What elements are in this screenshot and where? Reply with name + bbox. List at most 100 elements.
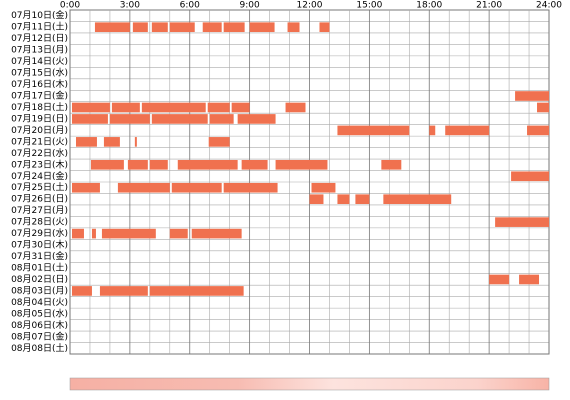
row-label: 07月27日(月) [11,205,68,216]
activity-segment [103,137,120,147]
activity-segment [149,159,168,170]
activity-segment [99,286,148,296]
activity-segment [149,286,244,296]
row-label: 07月20日(月) [11,125,68,136]
x-tick-label: 24:00 [536,1,562,11]
activity-segment [109,114,150,124]
x-tick-label: 0:00 [60,1,80,11]
activity-segment [111,102,140,113]
activity-segment [169,228,188,239]
activity-segment [91,228,96,239]
row-label: 08月03日(月) [11,285,68,296]
activity-segment [249,22,275,33]
activity-segment [117,182,170,193]
activity-segment [337,194,350,205]
x-tick-label: 15:00 [356,1,382,11]
row-label: 07月18日(土) [11,101,68,113]
activity-segment [285,102,306,113]
row-label: 08月07日(金) [11,330,68,342]
x-tick-label: 12:00 [297,1,323,11]
activity-segment [223,22,245,33]
activity-segment [381,159,402,170]
row-label: 08月04日(火) [11,297,68,308]
activity-segment [71,114,108,124]
activity-segment [75,137,97,147]
activity-segment [207,102,230,113]
row-label: 07月26日(日) [11,194,68,205]
row-label: 07月31日(金) [11,250,68,262]
activity-segment [241,159,268,170]
activity-segment [445,125,490,136]
activity-segment [429,125,436,136]
row-label: 07月12日(日) [11,33,68,44]
activity-segment [127,159,148,170]
activity-segment [132,22,148,33]
activity-segment [527,125,549,136]
row-label: 08月01日(土) [11,262,68,274]
row-label: 08月06日(木) [11,319,68,331]
activity-segment [309,194,324,205]
x-tick-label: 6:00 [180,1,200,11]
row-label: 07月14日(火) [11,56,68,67]
row-label: 07月23日(木) [11,158,68,170]
activity-segment [537,102,549,113]
activity-segment [489,274,510,285]
activity-segment [355,194,370,205]
row-label: 07月30日(木) [11,239,68,251]
row-label: 07月19日(日) [11,113,68,124]
activity-segment [134,137,137,147]
row-label: 08月02日(日) [11,274,68,285]
activity-segment [337,125,410,136]
x-tick-label: 3:00 [120,1,140,11]
activity-segment [151,114,208,124]
activity-segment [94,22,130,33]
activity-segment [519,274,540,285]
heat-strip [69,377,550,391]
activity-segment [223,182,278,193]
activity-segment [275,159,328,170]
activity-segment [191,228,242,239]
activity-segment [71,286,92,296]
activity-segment [171,182,222,193]
row-label: 08月05日(水) [11,307,68,319]
activity-segment [141,102,206,113]
activity-segment [169,22,195,33]
activity-segment [231,102,250,113]
row-label: 07月29日(水) [11,227,68,239]
activity-segment [71,228,84,239]
row-label: 07月11日(土) [11,21,68,33]
activity-segment [177,159,238,170]
activity-segment [71,102,110,113]
activity-segment [209,114,234,124]
x-tick-label: 18:00 [416,1,442,11]
row-label: 08月08日(土) [11,342,68,354]
x-tick-label: 21:00 [476,1,502,11]
row-label: 07月13日(月) [11,45,68,56]
row-label: 07月16日(木) [11,78,68,90]
activity-segment [151,22,168,33]
activity-segment [511,171,549,182]
row-label: 07月22日(水) [11,147,68,159]
activity-segment [495,217,549,227]
activity-segment [202,22,222,33]
activity-segment [287,22,300,33]
activity-segment [237,114,276,124]
row-label: 07月10日(金) [11,9,68,21]
row-label: 07月28日(火) [11,217,68,228]
activity-segment [515,91,549,101]
row-label: 07月17日(金) [11,90,68,102]
row-label: 07月21日(火) [11,136,68,147]
activity-segment [101,228,156,239]
activity-segment [311,182,336,193]
row-label: 07月25日(土) [11,181,68,193]
activity-segment [208,137,230,147]
activity-segment [319,22,330,33]
activity-segment [90,159,124,170]
activity-segment [383,194,452,205]
row-label: 07月15日(水) [11,67,68,79]
x-tick-label: 9:00 [240,1,260,11]
activity-segment [71,182,100,193]
row-label: 07月24日(金) [11,170,68,182]
